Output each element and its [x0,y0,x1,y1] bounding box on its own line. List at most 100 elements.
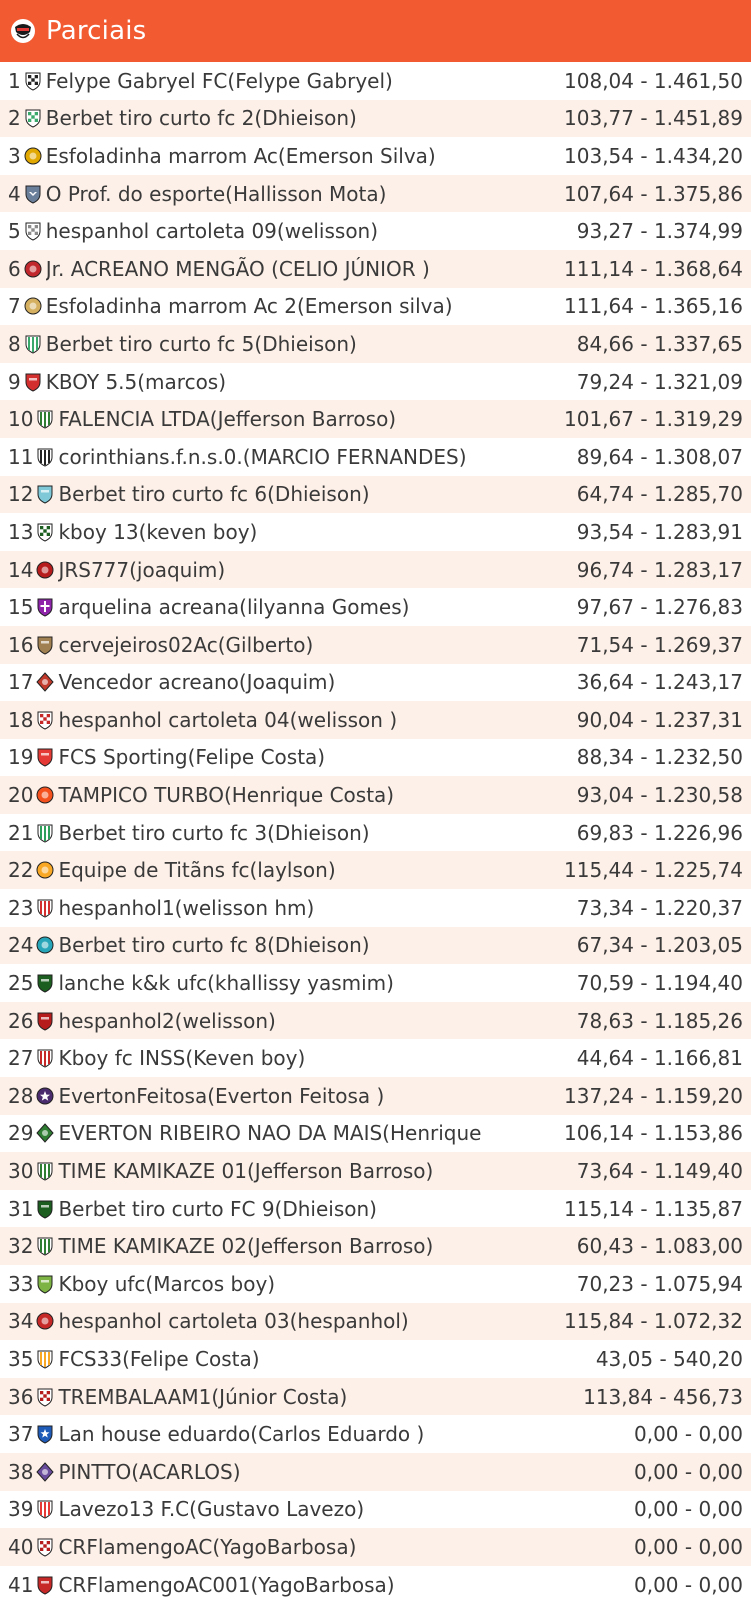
team-rank: 30 [8,1159,34,1184]
team-row[interactable]: 32 TIME KAMIKAZE 02(Jefferson Barroso) 60,… [0,1227,751,1265]
team-row[interactable]: 7 Esfoladinha marrom Ac 2(Emerson silva) 1… [0,288,751,326]
team-row[interactable]: 14 JRS777(joaquim) 96,74 - 1.283,17 [0,550,751,589]
team-row[interactable]: 29 EVERTON RIBEIRO NAO DA MAIS(Henrique 10… [0,1115,751,1153]
team-score: 73,34 - 1.220,37 [576,895,743,920]
team-name: lanche k&k ufc(khallissy yasmim) [58,971,394,996]
team-name: O Prof. do esporte(Hallisson Mota) [45,181,387,206]
team-name: Berbet tiro curto fc 6(Dhieison) [58,482,370,507]
team-name: Berbet tiro curto fc 5(Dhieison) [45,331,357,356]
team-row[interactable]: 41 CRFlamengoAC001(YagoBarbosa) 0,00 - 0,0… [0,1566,751,1600]
team-score: 64,74 - 1.285,70 [576,482,743,507]
striped-shield-icon [24,334,42,354]
team-row[interactable]: 22 Equipe de Titãns fc(laylson) 115,44 - 1… [0,851,751,890]
team-score: 111,14 - 1.368,64 [564,256,743,281]
striped-shield-icon [36,898,54,918]
team-row[interactable]: 39 Lavezo13 F.C(Gustavo Lavezo) 0,00 - 0,0… [0,1491,751,1529]
team-row[interactable]: 35 FCS33(Felipe Costa) 43,05 - 540,20 [0,1340,751,1378]
team-score: 90,04 - 1.237,31 [576,707,743,732]
team-row[interactable]: 40 CRFlamengoAC(YagoBarbosa) 0,00 - 0,00 [0,1528,751,1566]
cartola-shield-icon [8,16,38,46]
team-name: corinthians.f.n.s.0.(MARCIO FERNANDES) [58,444,467,469]
team-row[interactable]: 28 EvertonFeitosa(Everton Feitosa ) 137,24… [0,1077,751,1115]
team-row[interactable]: 2 Berbet tiro curto fc 2(Dhieison) 103,77 … [0,99,751,138]
team-name: kboy 13(keven boy) [58,519,258,544]
team-row[interactable]: 24 Berbet tiro curto fc 8(Dhieison) 67,34 … [0,926,751,965]
team-name: KBOY 5.5(marcos) [45,369,227,394]
team-score: 96,74 - 1.283,17 [576,557,743,582]
team-score: 101,67 - 1.319,29 [564,407,743,432]
round-crest-icon [36,560,54,580]
team-score: 93,54 - 1.283,91 [576,519,743,544]
team-score: 69,83 - 1.226,96 [576,820,743,845]
team-row[interactable]: 11 corinthians.f.n.s.0.(MARCIO FERNANDES)… [0,438,751,476]
team-row[interactable]: 18 hespanhol cartoleta 04(welisson ) 90,04… [0,701,751,739]
team-row[interactable]: 31 Berbet tiro curto FC 9(Dhieison) 115,14… [0,1190,751,1228]
team-row[interactable]: 33 Kboy ufc(Marcos boy) 70,23 - 1.075,94 [0,1265,751,1303]
team-row[interactable]: 13 kboy 13(keven boy) 93,54 - 1.283,91 [0,513,751,551]
team-score: 0,00 - 0,00 [634,1572,743,1597]
team-rank: 7 [8,294,21,319]
checkered-shield-icon [36,522,54,542]
team-rank: 29 [8,1121,34,1146]
team-score: 103,54 - 1.434,20 [564,143,743,168]
team-row[interactable]: 30 TIME KAMIKAZE 01(Jefferson Barroso) 73,… [0,1152,751,1190]
team-row[interactable]: 17 Vencedor acreano(Joaquim) 36,64 - 1.243… [0,664,751,702]
team-row[interactable]: 3 Esfoladinha marrom Ac(Emerson Silva) 103… [0,137,751,175]
team-row[interactable]: 37 Lan house eduardo(Carlos Eduardo ) 0,00… [0,1415,751,1453]
team-row[interactable]: 10 FALENCIA LTDA(Jefferson Barroso) 101,67… [0,400,751,438]
team-row[interactable]: 25 lanche k&k ufc(khallissy yasmim) 70,59 … [0,964,751,1002]
team-row[interactable]: 5 hespanhol cartoleta 09(welisson) 93,27 -… [0,212,751,250]
team-name: hespanhol cartoleta 09(welisson) [45,219,379,244]
team-row[interactable]: 20 TAMPICO TURBO(Henrique Costa) 93,04 - 1… [0,776,751,814]
round-crest-icon [36,785,54,805]
team-rank: 8 [8,331,21,356]
team-rank: 18 [8,707,34,732]
team-rank: 22 [8,858,34,883]
team-row[interactable]: 9 KBOY 5.5(marcos) 79,24 - 1.321,09 [0,363,751,401]
team-name: Vencedor acreano(Joaquim) [58,670,336,695]
shield-icon [24,372,42,392]
team-score: 111,64 - 1.365,16 [564,294,743,319]
team-rank: 2 [8,106,21,131]
team-rank: 35 [8,1346,34,1371]
team-name: cervejeiros02Ac(Gilberto) [58,632,314,657]
team-row[interactable]: 12 Berbet tiro curto fc 6(Dhieison) 64,74 … [0,475,751,514]
team-row[interactable]: 36 TREMBALAAM1(Júnior Costa) 113,84 - 456,… [0,1377,751,1416]
team-row[interactable]: 34 hespanhol cartoleta 03(hespanhol) 115,8… [0,1302,751,1341]
team-row[interactable]: 21 Berbet tiro curto fc 3(Dhieison) 69,83 … [0,814,751,852]
team-row[interactable]: 15 arquelina acreana(lilyanna Gomes) 97,67… [0,588,751,626]
team-row[interactable]: 8 Berbet tiro curto fc 5(Dhieison) 84,66 -… [0,325,751,363]
team-row[interactable]: 26 hespanhol2(welisson) 78,63 - 1.185,26 [0,1001,751,1040]
team-name: PINTTO(ACARLOS) [58,1459,241,1484]
team-rank: 17 [8,670,34,695]
team-name: Lan house eduardo(Carlos Eduardo ) [58,1422,425,1447]
team-score: 67,34 - 1.203,05 [576,933,743,958]
team-score: 36,64 - 1.243,17 [576,670,743,695]
team-row[interactable]: 38 PINTTO(ACARLOS) 0,00 - 0,00 [0,1452,751,1491]
team-row[interactable]: 1 Felype Gabryel FC(Felype Gabryel) 108,04… [0,62,751,100]
team-rank: 11 [8,444,34,469]
team-row[interactable]: 27 Kboy fc INSS(Keven boy) 44,64 - 1.166,8… [0,1039,751,1077]
team-name: Kboy ufc(Marcos boy) [58,1271,276,1296]
team-row[interactable]: 4 O Prof. do esporte(Hallisson Mota) 107,6… [0,174,751,213]
team-row[interactable]: 23 hespanhol1(welisson hm) 73,34 - 1.220,3… [0,889,751,927]
team-row[interactable]: 19 FCS Sporting(Felipe Costa) 88,34 - 1.23… [0,739,751,777]
team-score: 103,77 - 1.451,89 [564,106,743,131]
team-row[interactable]: 16 cervejeiros02Ac(Gilberto) 71,54 - 1.269… [0,625,751,664]
team-row[interactable]: 6 Jr. ACREANO MENGÃO (CELIO JÚNIOR ) 111,1… [0,249,751,288]
round-crest-icon [36,1311,54,1331]
round-crest-icon [36,860,54,880]
striped-shield-icon [36,1236,54,1256]
team-score: 106,14 - 1.153,86 [564,1121,743,1146]
team-score: 108,04 - 1.461,50 [564,68,743,93]
page-title: Parciais [46,16,147,46]
checkered-shield-icon [24,108,42,128]
team-score: 78,63 - 1.185,26 [576,1008,743,1033]
checkered-shield-icon [36,1537,54,1557]
round-crest-icon [36,935,54,955]
team-rank: 40 [8,1534,34,1559]
team-score: 0,00 - 0,00 [634,1534,743,1559]
team-name: Esfoladinha marrom Ac 2(Emerson silva) [45,294,453,319]
team-rank: 32 [8,1234,34,1259]
team-name: Kboy fc INSS(Keven boy) [58,1046,306,1071]
